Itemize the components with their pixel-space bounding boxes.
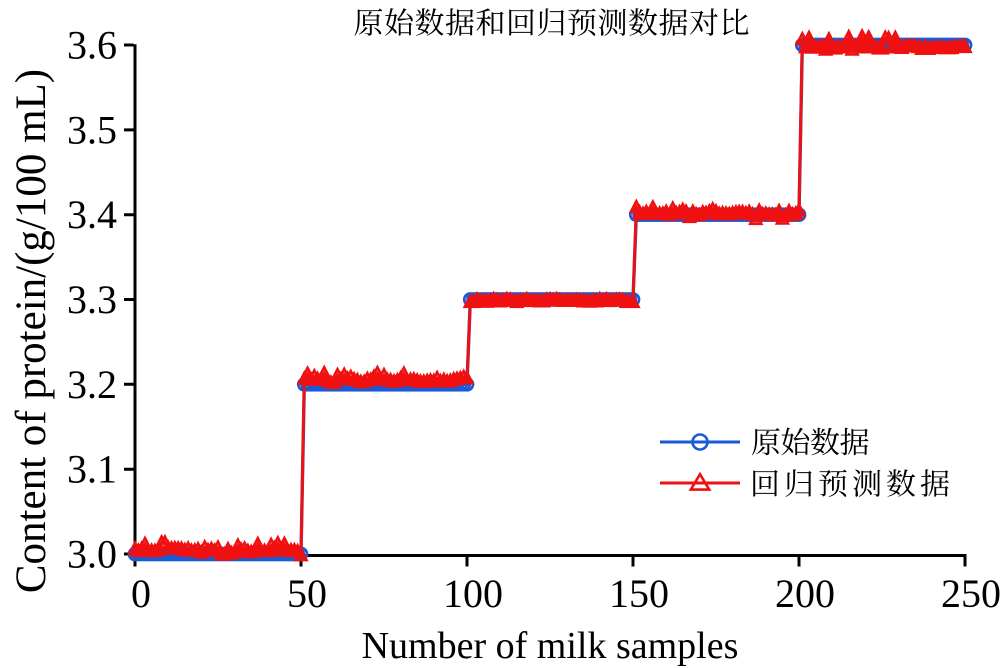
svg-text:150: 150 bbox=[609, 571, 669, 616]
svg-text:100: 100 bbox=[443, 571, 503, 616]
svg-text:3.5: 3.5 bbox=[67, 107, 117, 152]
svg-text:3.6: 3.6 bbox=[67, 23, 117, 68]
svg-text:3.4: 3.4 bbox=[67, 192, 117, 237]
svg-text:Content of protein/(g/100 mL): Content of protein/(g/100 mL) bbox=[8, 69, 55, 593]
svg-text:250: 250 bbox=[941, 571, 1000, 616]
svg-text:3.3: 3.3 bbox=[67, 277, 117, 322]
svg-text:3.0: 3.0 bbox=[67, 532, 117, 577]
svg-text:3.2: 3.2 bbox=[67, 362, 117, 407]
svg-text:0: 0 bbox=[131, 571, 151, 616]
svg-text:50: 50 bbox=[287, 571, 327, 616]
svg-text:200: 200 bbox=[775, 571, 835, 616]
svg-text:Number of milk samples: Number of milk samples bbox=[362, 625, 739, 667]
svg-text:3.1: 3.1 bbox=[67, 447, 117, 492]
